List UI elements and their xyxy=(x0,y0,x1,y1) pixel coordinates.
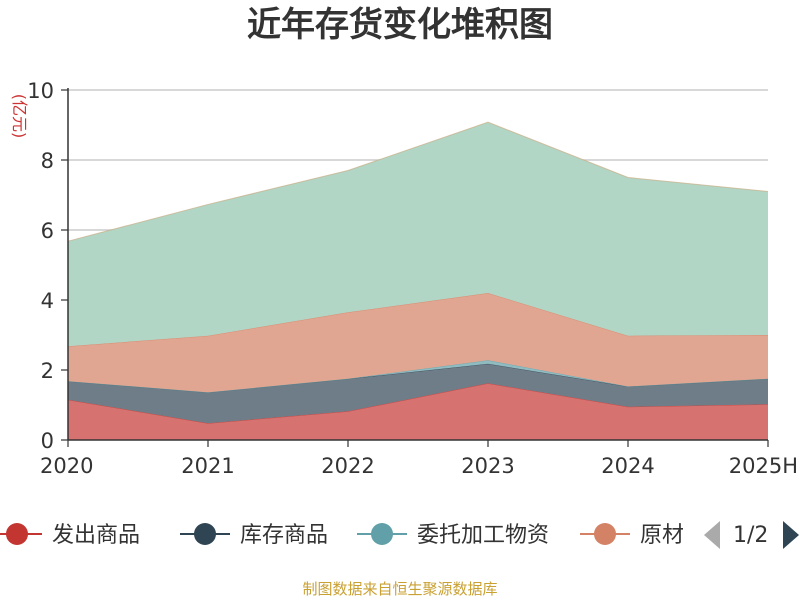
data-source: 制图数据来自恒生聚源数据库 xyxy=(302,580,497,598)
x-tick-label: 2025H xyxy=(729,454,798,478)
legend-marker xyxy=(6,523,28,545)
area-series-4 xyxy=(68,122,768,347)
legend: 发出商品 库存商品 委托加工物资 原材料 1/2 xyxy=(0,521,799,549)
legend-item[interactable]: 发出商品 xyxy=(0,523,140,548)
legend-item[interactable]: 库存商品 xyxy=(180,523,328,548)
legend-label: 库存商品 xyxy=(240,523,328,548)
legend-label: 委托加工物资 xyxy=(417,523,549,548)
legend-next-icon[interactable] xyxy=(783,521,799,549)
axes: 0 2 4 6 8 10 2020 2021 2022 2023 2024 2025H xyxy=(27,79,798,478)
legend-pager: 1/2 xyxy=(704,521,799,549)
x-tick-label: 2023 xyxy=(461,454,514,478)
y-tick-label: 4 xyxy=(41,289,54,313)
x-tick-label: 2021 xyxy=(181,454,234,478)
y-tick-label: 8 xyxy=(41,149,54,173)
legend-item[interactable]: 委托加工物资 xyxy=(357,523,549,548)
series-line-4 xyxy=(67,121,769,242)
y-tick-label: 2 xyxy=(41,359,54,383)
plot-areas xyxy=(67,121,769,440)
y-tick-label: 0 xyxy=(41,429,54,453)
x-tick-label: 2024 xyxy=(601,454,654,478)
legend-page-indicator: 1/2 xyxy=(733,523,768,548)
x-tick-label: 2020 xyxy=(40,454,93,478)
x-tick-label: 2022 xyxy=(321,454,374,478)
legend-marker xyxy=(371,523,393,545)
legend-prev-icon[interactable] xyxy=(704,521,720,549)
y-tick-label: 10 xyxy=(27,79,54,103)
area-series-0 xyxy=(68,383,768,440)
legend-item[interactable]: 原材料 xyxy=(580,523,706,548)
area-series-1 xyxy=(68,363,768,424)
legend-label: 原材料 xyxy=(640,523,706,548)
legend-items: 发出商品 库存商品 委托加工物资 原材料 xyxy=(0,523,706,548)
y-axis-unit: (亿元) xyxy=(10,94,29,139)
y-tick-label: 6 xyxy=(41,219,54,243)
legend-marker xyxy=(194,523,216,545)
chart-title: 近年存货变化堆积图 xyxy=(247,5,553,45)
area-series-3 xyxy=(68,293,768,393)
legend-marker xyxy=(594,523,616,545)
legend-label: 发出商品 xyxy=(52,523,140,548)
